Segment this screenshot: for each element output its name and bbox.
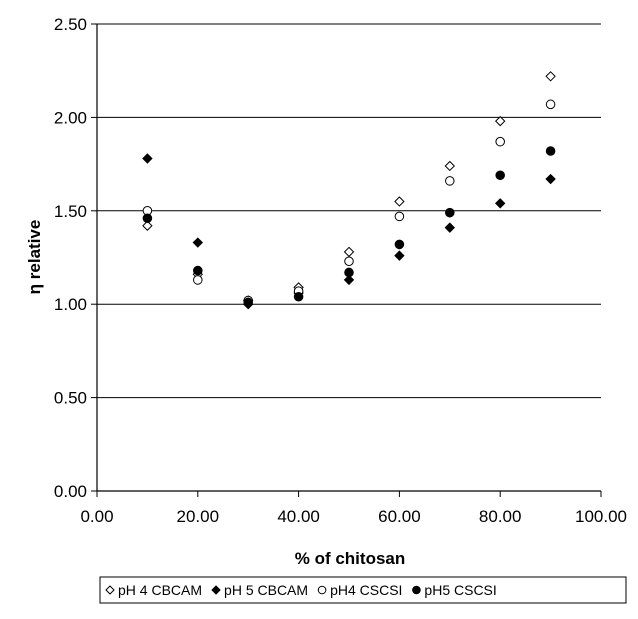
y-tick-labels: 0.00 0.50 1.00 1.50 2.00 2.50	[54, 15, 87, 501]
data-point-ph5-cscsi	[445, 207, 455, 218]
data-point-ph5-cscsi	[293, 291, 304, 302]
y-tick-label: 2.00	[54, 108, 87, 127]
data-point-ph-5-cbcam	[545, 173, 556, 185]
legend-label: pH 5 CBCAM	[224, 582, 308, 598]
x-tick-label: 60.00	[378, 507, 421, 526]
data-point-ph-4-cbcam	[494, 115, 506, 127]
data-point-ph-4-cbcam	[343, 246, 355, 258]
x-tick-label: 0.00	[80, 507, 113, 526]
legend-marker	[317, 585, 327, 595]
data-point-ph-4-cbcam	[545, 71, 556, 82]
legend-label: pH5 CSCSI	[424, 582, 496, 598]
legend-label: pH 4 CBCAM	[118, 582, 202, 598]
data-points	[142, 71, 556, 310]
y-tick-label: 0.00	[54, 482, 87, 501]
legend-marker	[412, 585, 421, 595]
gridlines	[97, 23, 601, 399]
x-tick-label: 40.00	[277, 507, 320, 526]
data-point-ph-5-cbcam	[343, 274, 355, 286]
data-point-ph-5-cbcam	[494, 198, 506, 209]
legend-marker	[211, 585, 221, 595]
data-point-ph5-cscsi	[545, 146, 556, 156]
data-point-ph4-cscsi	[193, 275, 203, 285]
data-point-ph-4-cbcam	[142, 220, 153, 231]
data-point-ph5-cscsi	[495, 170, 505, 181]
x-tick-label: 100.00	[575, 507, 627, 526]
x-tick-labels: 0.00 20.00 40.00 60.00 80.00 100.00	[80, 507, 627, 526]
data-point-ph5-cscsi	[243, 297, 253, 308]
legend: pH 4 CBCAM pH 5 CBCAM pH4 CSCSI pH5 CSCSI	[99, 576, 627, 604]
data-point-ph4-cscsi	[495, 136, 505, 147]
axes	[91, 23, 602, 497]
x-tick-label: 80.00	[479, 507, 522, 526]
y-axis-title: η relative	[25, 220, 44, 295]
data-point-ph-5-cbcam	[444, 222, 456, 233]
y-tick-label: 1.00	[54, 295, 87, 314]
x-axis-title: % of chitosan	[295, 549, 406, 568]
data-point-ph-5-cbcam	[142, 153, 153, 164]
data-point-ph4-cscsi	[344, 256, 354, 267]
legend-box	[99, 576, 627, 604]
legend-label: pH4 CSCSI	[330, 582, 402, 598]
y-tick-label: 2.50	[54, 15, 87, 34]
data-point-ph5-cscsi	[344, 267, 354, 278]
data-point-ph-4-cbcam	[394, 196, 405, 207]
data-point-ph5-cscsi	[193, 265, 203, 276]
data-point-ph5-cscsi	[394, 239, 405, 250]
data-point-ph4-cscsi	[445, 176, 455, 186]
x-tick-label: 20.00	[177, 507, 220, 526]
data-point-ph5-cscsi	[142, 213, 153, 224]
data-point-ph-5-cbcam	[192, 237, 204, 248]
y-tick-label: 1.50	[54, 202, 87, 221]
data-point-ph4-cscsi	[545, 99, 556, 110]
data-point-ph-4-cbcam	[444, 160, 456, 172]
y-tick-label: 0.50	[54, 389, 87, 408]
legend-marker	[105, 585, 115, 595]
data-point-ph-5-cbcam	[394, 250, 405, 261]
data-point-ph4-cscsi	[394, 211, 405, 222]
